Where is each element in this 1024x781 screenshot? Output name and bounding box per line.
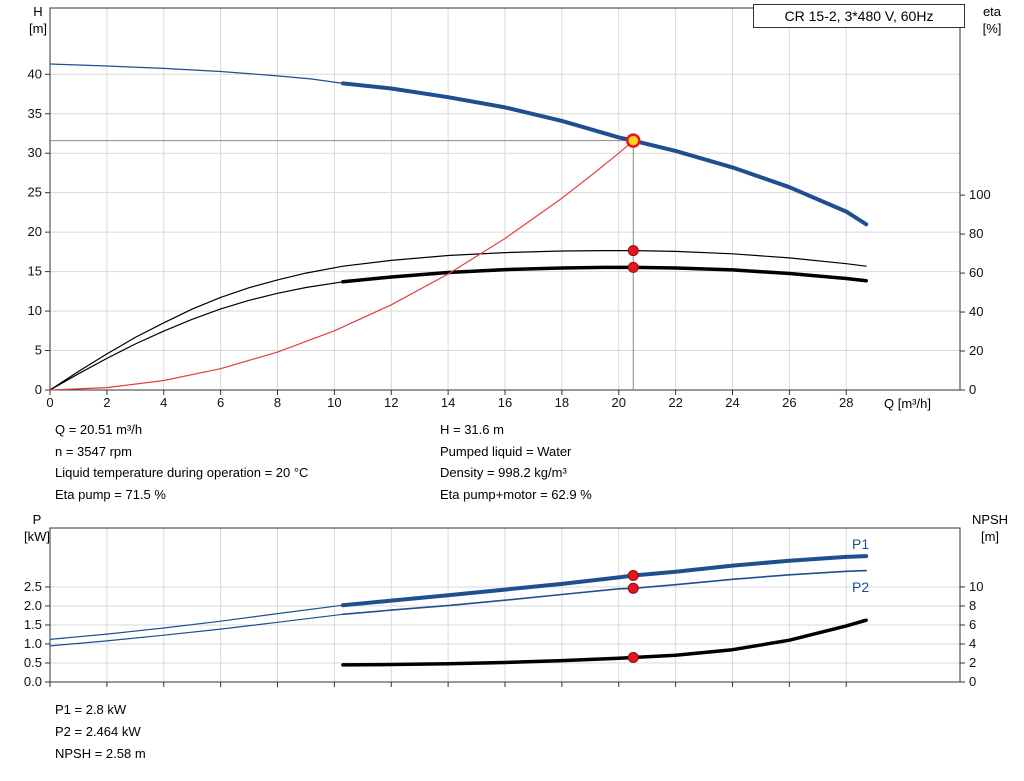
duty-info-right: H = 31.6 m Pumped liquid = Water Density… [440,419,592,505]
x-tick-label: 18 [555,395,569,410]
x-tick-label: 6 [217,395,224,410]
right-tick-label: 6 [969,617,976,632]
eta-axis-title: eta [%] [970,3,1014,37]
curve-p1 [340,554,869,608]
right-tick-label: 2 [969,655,976,670]
left-tick-label: 5 [35,343,42,358]
npsh-axis-title: NPSH [m] [960,511,1020,545]
x-tick-label: 26 [782,395,796,410]
right-tick-label: 60 [969,265,983,280]
right-tick-label: 0 [969,674,976,689]
left-tick-label: 10 [28,303,42,318]
duty-point-marker[interactable] [626,133,641,148]
x-tick-label: 2 [103,395,110,410]
curve-system-curve [49,140,634,391]
curve-p2-extension [49,613,344,647]
x-tick-label: 16 [498,395,512,410]
result-p1: P1 = 2.8 kW [55,702,127,717]
operating-point-dot [627,245,639,257]
curve-p2 [342,569,867,616]
curve-qh [340,81,869,227]
x-tick-label: 0 [46,395,53,410]
info-pumped-liquid: Pumped liquid = Water [440,443,572,459]
head-axis-title: H [m] [20,3,56,37]
right-tick-label: 0 [969,382,976,397]
eta-axis-symbol: eta [982,4,1002,19]
npsh-axis-unit: [m] [980,529,1000,544]
p2-curve-label: P2 [852,579,870,595]
operating-point-dot [627,582,639,594]
right-tick-label: 10 [969,579,983,594]
left-tick-label: 0 [35,382,42,397]
head-axis-symbol: H [33,4,43,19]
operating-point-dot [627,651,639,663]
x-tick-label: 8 [274,395,281,410]
curve-p1-extension [49,604,344,640]
right-tick-label: 40 [969,304,983,319]
x-tick-label: 14 [441,395,455,410]
left-tick-label: 0.5 [24,655,42,670]
curve-eta-pump [49,250,867,391]
duty-info-left: Q = 20.51 m³/h n = 3547 rpm Liquid tempe… [55,419,308,505]
x-tick-label: 22 [668,395,682,410]
right-tick-label: 8 [969,598,976,613]
right-tick-label: 100 [969,187,991,202]
x-tick-label: 24 [725,395,739,410]
left-tick-label: 1.0 [24,636,42,651]
left-tick-label: 40 [28,66,42,81]
power-axis-title: P [kW] [14,511,60,545]
pump-title-box: CR 15-2, 3*480 V, 60Hz [753,4,965,28]
curve-qh-extension [49,63,344,84]
operating-point-dot [627,261,639,273]
info-head: H = 31.6 m [440,422,504,437]
left-tick-label: 20 [28,224,42,239]
left-tick-label: 2.5 [24,579,42,594]
left-tick-label: 15 [28,264,42,279]
curve-npsh [341,618,868,667]
x-tick-label: 12 [384,395,398,410]
left-tick-label: 0.0 [24,674,42,689]
p1-curve-label: P1 [852,536,870,552]
left-tick-label: 30 [28,145,42,160]
eta-axis-unit: [%] [982,21,1002,36]
head-axis-unit: [m] [28,21,48,36]
x-tick-label: 10 [327,395,341,410]
power-axis-unit: [kW] [24,529,50,544]
right-tick-label: 4 [969,636,976,651]
left-tick-label: 35 [28,106,42,121]
operating-point-dot [627,570,639,582]
npsh-axis-symbol: NPSH [971,512,1009,527]
power-results: P1 = 2.8 kW P2 = 2.464 kW NPSH = 2.58 m [55,699,146,765]
right-tick-label: 80 [969,226,983,241]
left-tick-label: 1.5 [24,617,42,632]
info-eta-pump-motor: Eta pump+motor = 62.9 % [440,486,592,502]
left-tick-label: 25 [28,185,42,200]
curve-eta-pump-motor [341,265,868,284]
x-tick-label: 4 [160,395,167,410]
info-eta-pump: Eta pump = 71.5 % [55,486,166,502]
info-density: Density = 998.2 kg/m³ [440,465,567,481]
x-tick-label: 28 [839,395,853,410]
left-tick-label: 2.0 [24,598,42,613]
result-p2: P2 = 2.464 kW [55,724,141,739]
result-npsh: NPSH = 2.58 m [55,746,146,761]
info-speed: n = 3547 rpm [55,443,132,459]
curve-eta-pump-motor-extension [49,281,344,391]
flow-axis-title: Q [m³/h] [884,396,931,411]
power-axis-symbol: P [32,512,42,527]
info-liquid-temperature: Liquid temperature during operation = 20… [55,465,309,481]
right-tick-label: 20 [969,343,983,358]
x-tick-label: 20 [612,395,626,410]
info-flow: Q = 20.51 m³/h [55,422,143,437]
